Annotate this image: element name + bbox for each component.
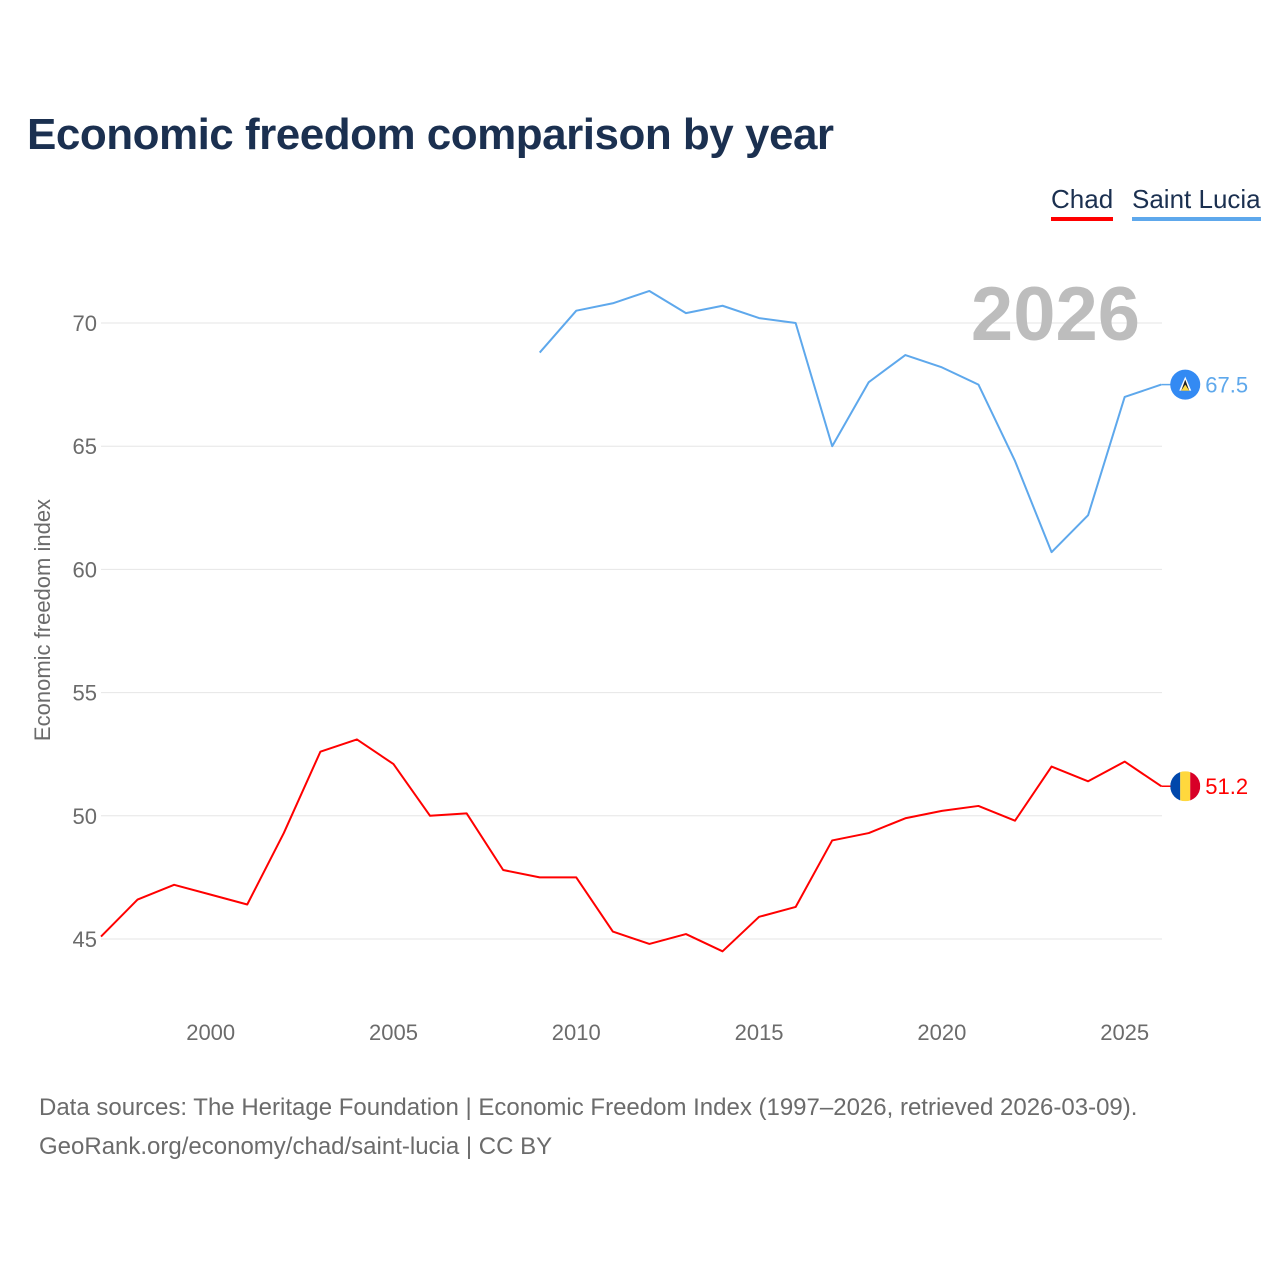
x-tick-label: 2025 <box>1100 1020 1149 1045</box>
y-tick-label: 60 <box>73 557 97 582</box>
flag-stripe <box>1190 771 1201 802</box>
y-tick-label: 65 <box>73 434 97 459</box>
flag-stripe <box>1170 771 1181 802</box>
x-tick-label: 2010 <box>552 1020 601 1045</box>
y-tick-label: 50 <box>73 804 97 829</box>
year-watermark: 2026 <box>971 272 1140 357</box>
x-tick-label: 2000 <box>186 1020 235 1045</box>
footer-attribution[interactable]: GeoRank.org/economy/chad/saint-lucia | C… <box>39 1133 553 1160</box>
y-tick-label: 45 <box>73 927 97 952</box>
flag-triangle-gold <box>1181 384 1190 391</box>
end-value-label-saint-lucia: 67.5 <box>1205 373 1248 398</box>
chad-flag-icon <box>1170 771 1201 802</box>
flag-stripe <box>1180 771 1191 802</box>
end-value-label-chad: 51.2 <box>1205 774 1248 799</box>
series-line-chad <box>100 738 1162 953</box>
y-tick-label: 70 <box>73 311 97 336</box>
footer-sources: Data sources: The Heritage Foundation | … <box>39 1094 1138 1121</box>
y-tick-label: 55 <box>73 681 97 706</box>
legend-item-saint-lucia[interactable]: Saint Lucia <box>1132 184 1261 221</box>
y-axis-label: Economic freedom index <box>30 499 55 741</box>
chart-title: Economic freedom comparison by year <box>27 110 834 159</box>
x-tick-label: 2015 <box>735 1020 784 1045</box>
legend-item-chad[interactable]: Chad <box>1051 184 1114 221</box>
x-tick-label: 2005 <box>369 1020 418 1045</box>
saint-lucia-flag-icon <box>1170 369 1201 400</box>
footer: Data sources: The Heritage Foundation | … <box>39 1088 1137 1166</box>
x-tick-label: 2020 <box>917 1020 966 1045</box>
series-line-saint-lucia <box>538 289 1162 554</box>
